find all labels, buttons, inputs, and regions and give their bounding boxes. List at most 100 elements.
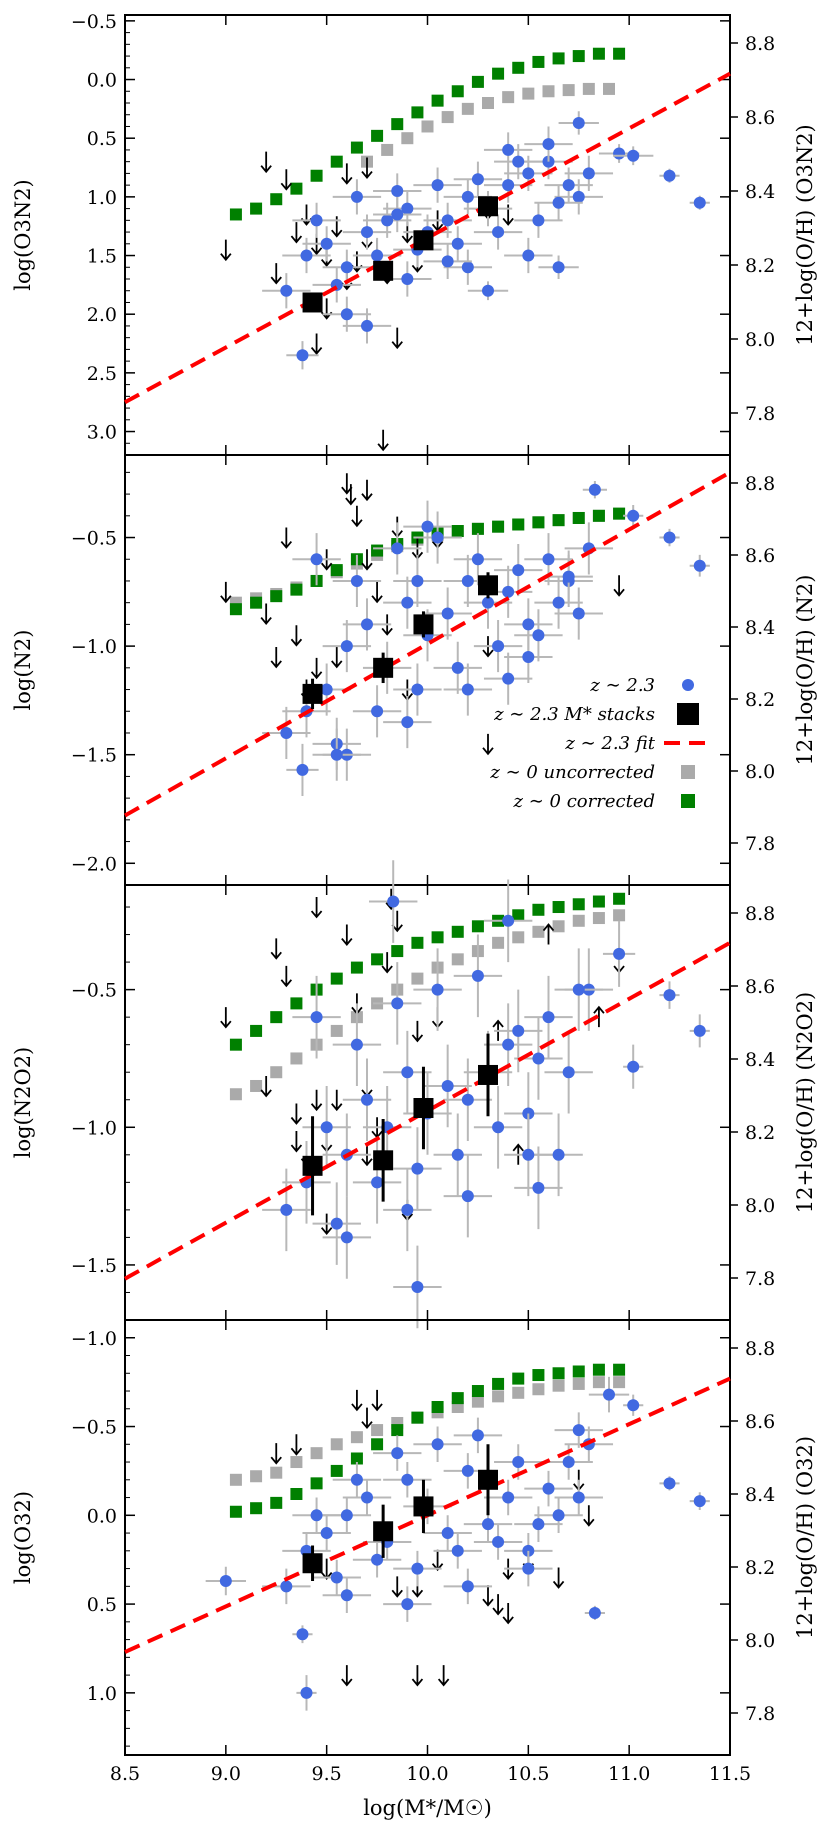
stack-point — [302, 292, 323, 313]
y-tick-label: −1.5 — [71, 745, 117, 767]
z23-point — [461, 1190, 474, 1203]
right-tick-label: 8.8 — [745, 33, 775, 55]
stack-point — [413, 1496, 434, 1517]
z0-uncorrected-point — [270, 1066, 283, 1079]
limit-arrow — [381, 952, 393, 974]
z23-point — [572, 190, 585, 203]
z23-point — [381, 214, 394, 227]
stack-point — [302, 1155, 323, 1176]
z0-uncorrected-point — [401, 132, 414, 145]
z0-uncorrected-point — [250, 1470, 263, 1483]
z23-point — [320, 683, 333, 696]
z0-corrected-point — [371, 544, 384, 557]
z0-corrected-point — [330, 155, 343, 168]
limit-arrow — [260, 151, 272, 174]
z0-corrected-point — [592, 895, 605, 908]
limit-arrow — [300, 204, 313, 226]
z23-point — [663, 1477, 676, 1490]
z0-uncorrected-point — [512, 931, 525, 944]
z23-point — [350, 1038, 363, 1051]
z23-point — [693, 1495, 706, 1508]
limit-arrow — [270, 1443, 282, 1465]
limit-arrow — [377, 429, 389, 452]
stack-point — [302, 1553, 323, 1574]
z0-corrected-point — [350, 961, 363, 974]
limit-arrow — [437, 1665, 450, 1687]
z0-uncorrected-point — [229, 1088, 242, 1101]
x-tick-label: 10.5 — [507, 1763, 549, 1785]
z0-corrected-point — [592, 1363, 605, 1376]
right-tick-label: 8.2 — [745, 1122, 775, 1144]
legend-label: z ∼ 0 corrected — [513, 791, 655, 812]
z23-point — [512, 564, 525, 577]
right-tick-label: 8.0 — [745, 1630, 775, 1652]
z23-point — [482, 596, 494, 609]
x-tick-label: 10.0 — [406, 1763, 448, 1785]
z23-point — [522, 1544, 535, 1557]
y-tick-label: 1.0 — [87, 187, 117, 209]
z23-point — [532, 1052, 545, 1065]
z0-uncorrected-point — [502, 91, 515, 104]
z23-point — [552, 1148, 565, 1161]
z0-uncorrected-point — [229, 1473, 242, 1486]
z23-point — [461, 574, 474, 587]
z23-point — [401, 1473, 414, 1486]
limit-arrow — [361, 549, 373, 571]
z23-point — [552, 261, 565, 274]
z23-point — [441, 607, 454, 620]
z23-point — [552, 596, 565, 609]
z23-point — [627, 1399, 640, 1412]
z23-point — [310, 553, 323, 566]
z0-corrected-point — [250, 202, 263, 215]
z23-point — [542, 1482, 555, 1495]
z0-corrected-point — [229, 208, 242, 221]
z23-point — [461, 190, 474, 203]
z23-point — [482, 284, 494, 297]
z23-point — [532, 1518, 545, 1531]
z23-point — [411, 1562, 424, 1575]
stack-point — [478, 1469, 498, 1490]
right-tick-label: 7.8 — [745, 403, 775, 425]
limit-arrow — [290, 1103, 303, 1125]
z0-corrected-point — [552, 52, 565, 65]
z0-corrected-point — [572, 50, 585, 63]
right-tick-label: 8.4 — [745, 1484, 775, 1506]
z23-point — [502, 672, 515, 685]
z0-corrected-point — [512, 61, 525, 74]
stack-point — [478, 1064, 498, 1085]
z23-point — [693, 559, 706, 572]
panel-4: −1.0 −0.5 0.0 0.5 1.0 8.8 8.6 8.4 8.2 8.0 7.8 log(O… — [11, 1319, 817, 1756]
z0-uncorrected-point — [542, 85, 555, 98]
z0-uncorrected-point — [451, 953, 464, 966]
plot-frame — [124, 1319, 731, 1756]
z23-point — [562, 1066, 575, 1079]
z0-corrected-point — [532, 55, 545, 68]
z0-corrected-point — [310, 1477, 323, 1490]
plot-area — [124, 860, 731, 1329]
z23-point — [502, 143, 515, 156]
z23-point — [603, 1388, 615, 1401]
limit-arrow — [310, 897, 323, 919]
y-tick-label: 0.0 — [87, 1505, 117, 1527]
x-tick-label: 11.5 — [709, 1763, 751, 1785]
z0-corrected-point — [613, 47, 626, 60]
z23-point — [411, 574, 424, 587]
z23-point — [451, 661, 464, 674]
z23-point — [482, 1518, 494, 1531]
z0-corrected-point — [250, 596, 263, 609]
z23-point — [693, 196, 706, 209]
z23-point — [401, 1598, 414, 1611]
z0-corrected-point — [290, 997, 303, 1010]
z23-point — [401, 202, 414, 215]
z0-uncorrected-point — [572, 1377, 585, 1390]
z0-corrected-point — [431, 931, 444, 944]
z23-point — [320, 1121, 333, 1134]
z23-point — [552, 196, 565, 209]
z23-point — [693, 1024, 706, 1037]
legend-label: z ∼ 2.3 fit — [564, 733, 655, 754]
z23-point — [340, 640, 353, 653]
z23-point — [663, 989, 676, 1002]
z23-point — [401, 596, 414, 609]
z23-point — [588, 1606, 601, 1619]
z0-corrected-point — [492, 67, 505, 80]
